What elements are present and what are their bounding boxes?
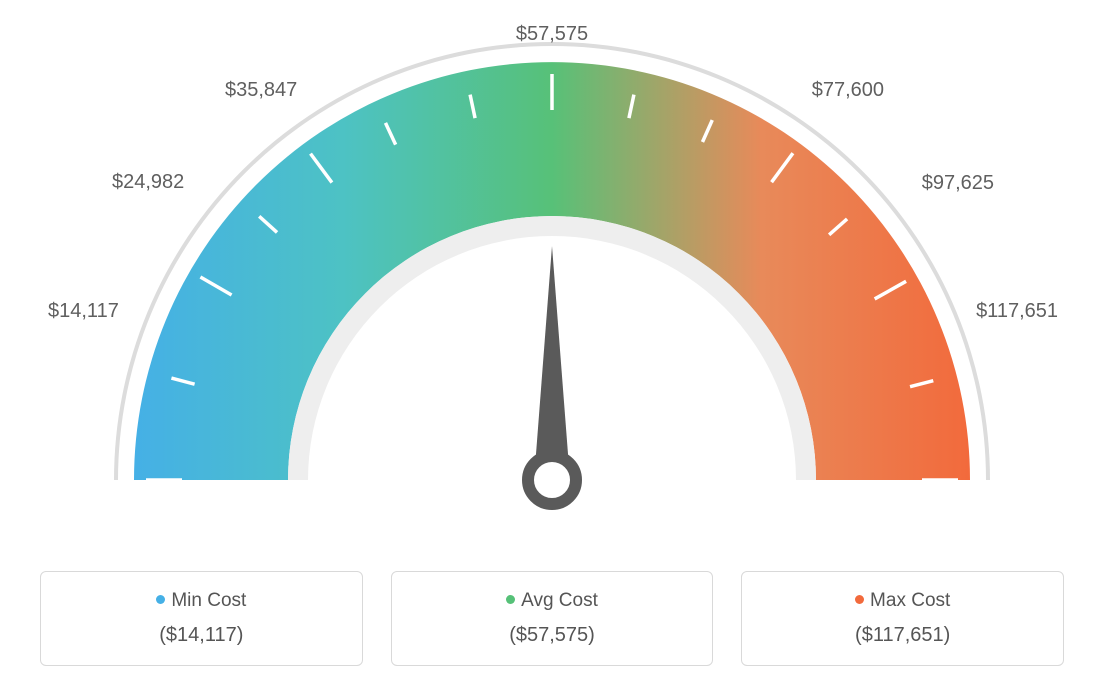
avg-cost-card: Avg Cost ($57,575) (391, 571, 714, 666)
min-cost-label: Min Cost (171, 590, 246, 611)
summary-cards: Min Cost ($14,117) Avg Cost ($57,575) Ma… (40, 571, 1064, 666)
avg-cost-value: ($57,575) (392, 624, 713, 647)
max-cost-title: Max Cost (742, 590, 1063, 612)
gauge-svg (0, 0, 1104, 550)
min-cost-card: Min Cost ($14,117) (40, 571, 363, 666)
min-cost-value: ($14,117) (41, 624, 362, 647)
min-cost-title: Min Cost (41, 590, 362, 612)
gauge-label: $24,982 (112, 171, 184, 194)
gauge-chart: $14,117 $24,982 $35,847 $57,575 $77,600 $97,6… (0, 0, 1104, 550)
max-cost-dot-icon (855, 595, 864, 604)
gauge-label: $77,600 (812, 79, 884, 102)
gauge-label: $97,625 (922, 172, 994, 195)
gauge-label: $117,651 (976, 300, 1058, 323)
max-cost-value: ($117,651) (742, 624, 1063, 647)
min-cost-dot-icon (156, 595, 165, 604)
max-cost-card: Max Cost ($117,651) (741, 571, 1064, 666)
gauge-label: $57,575 (516, 23, 588, 46)
avg-cost-title: Avg Cost (392, 590, 713, 612)
gauge-label: $35,847 (225, 79, 297, 102)
max-cost-label: Max Cost (870, 590, 950, 611)
avg-cost-dot-icon (506, 595, 515, 604)
cost-gauge-widget: $14,117 $24,982 $35,847 $57,575 $77,600 $97,6… (0, 0, 1104, 690)
avg-cost-label: Avg Cost (521, 590, 598, 611)
gauge-label: $14,117 (48, 300, 119, 323)
